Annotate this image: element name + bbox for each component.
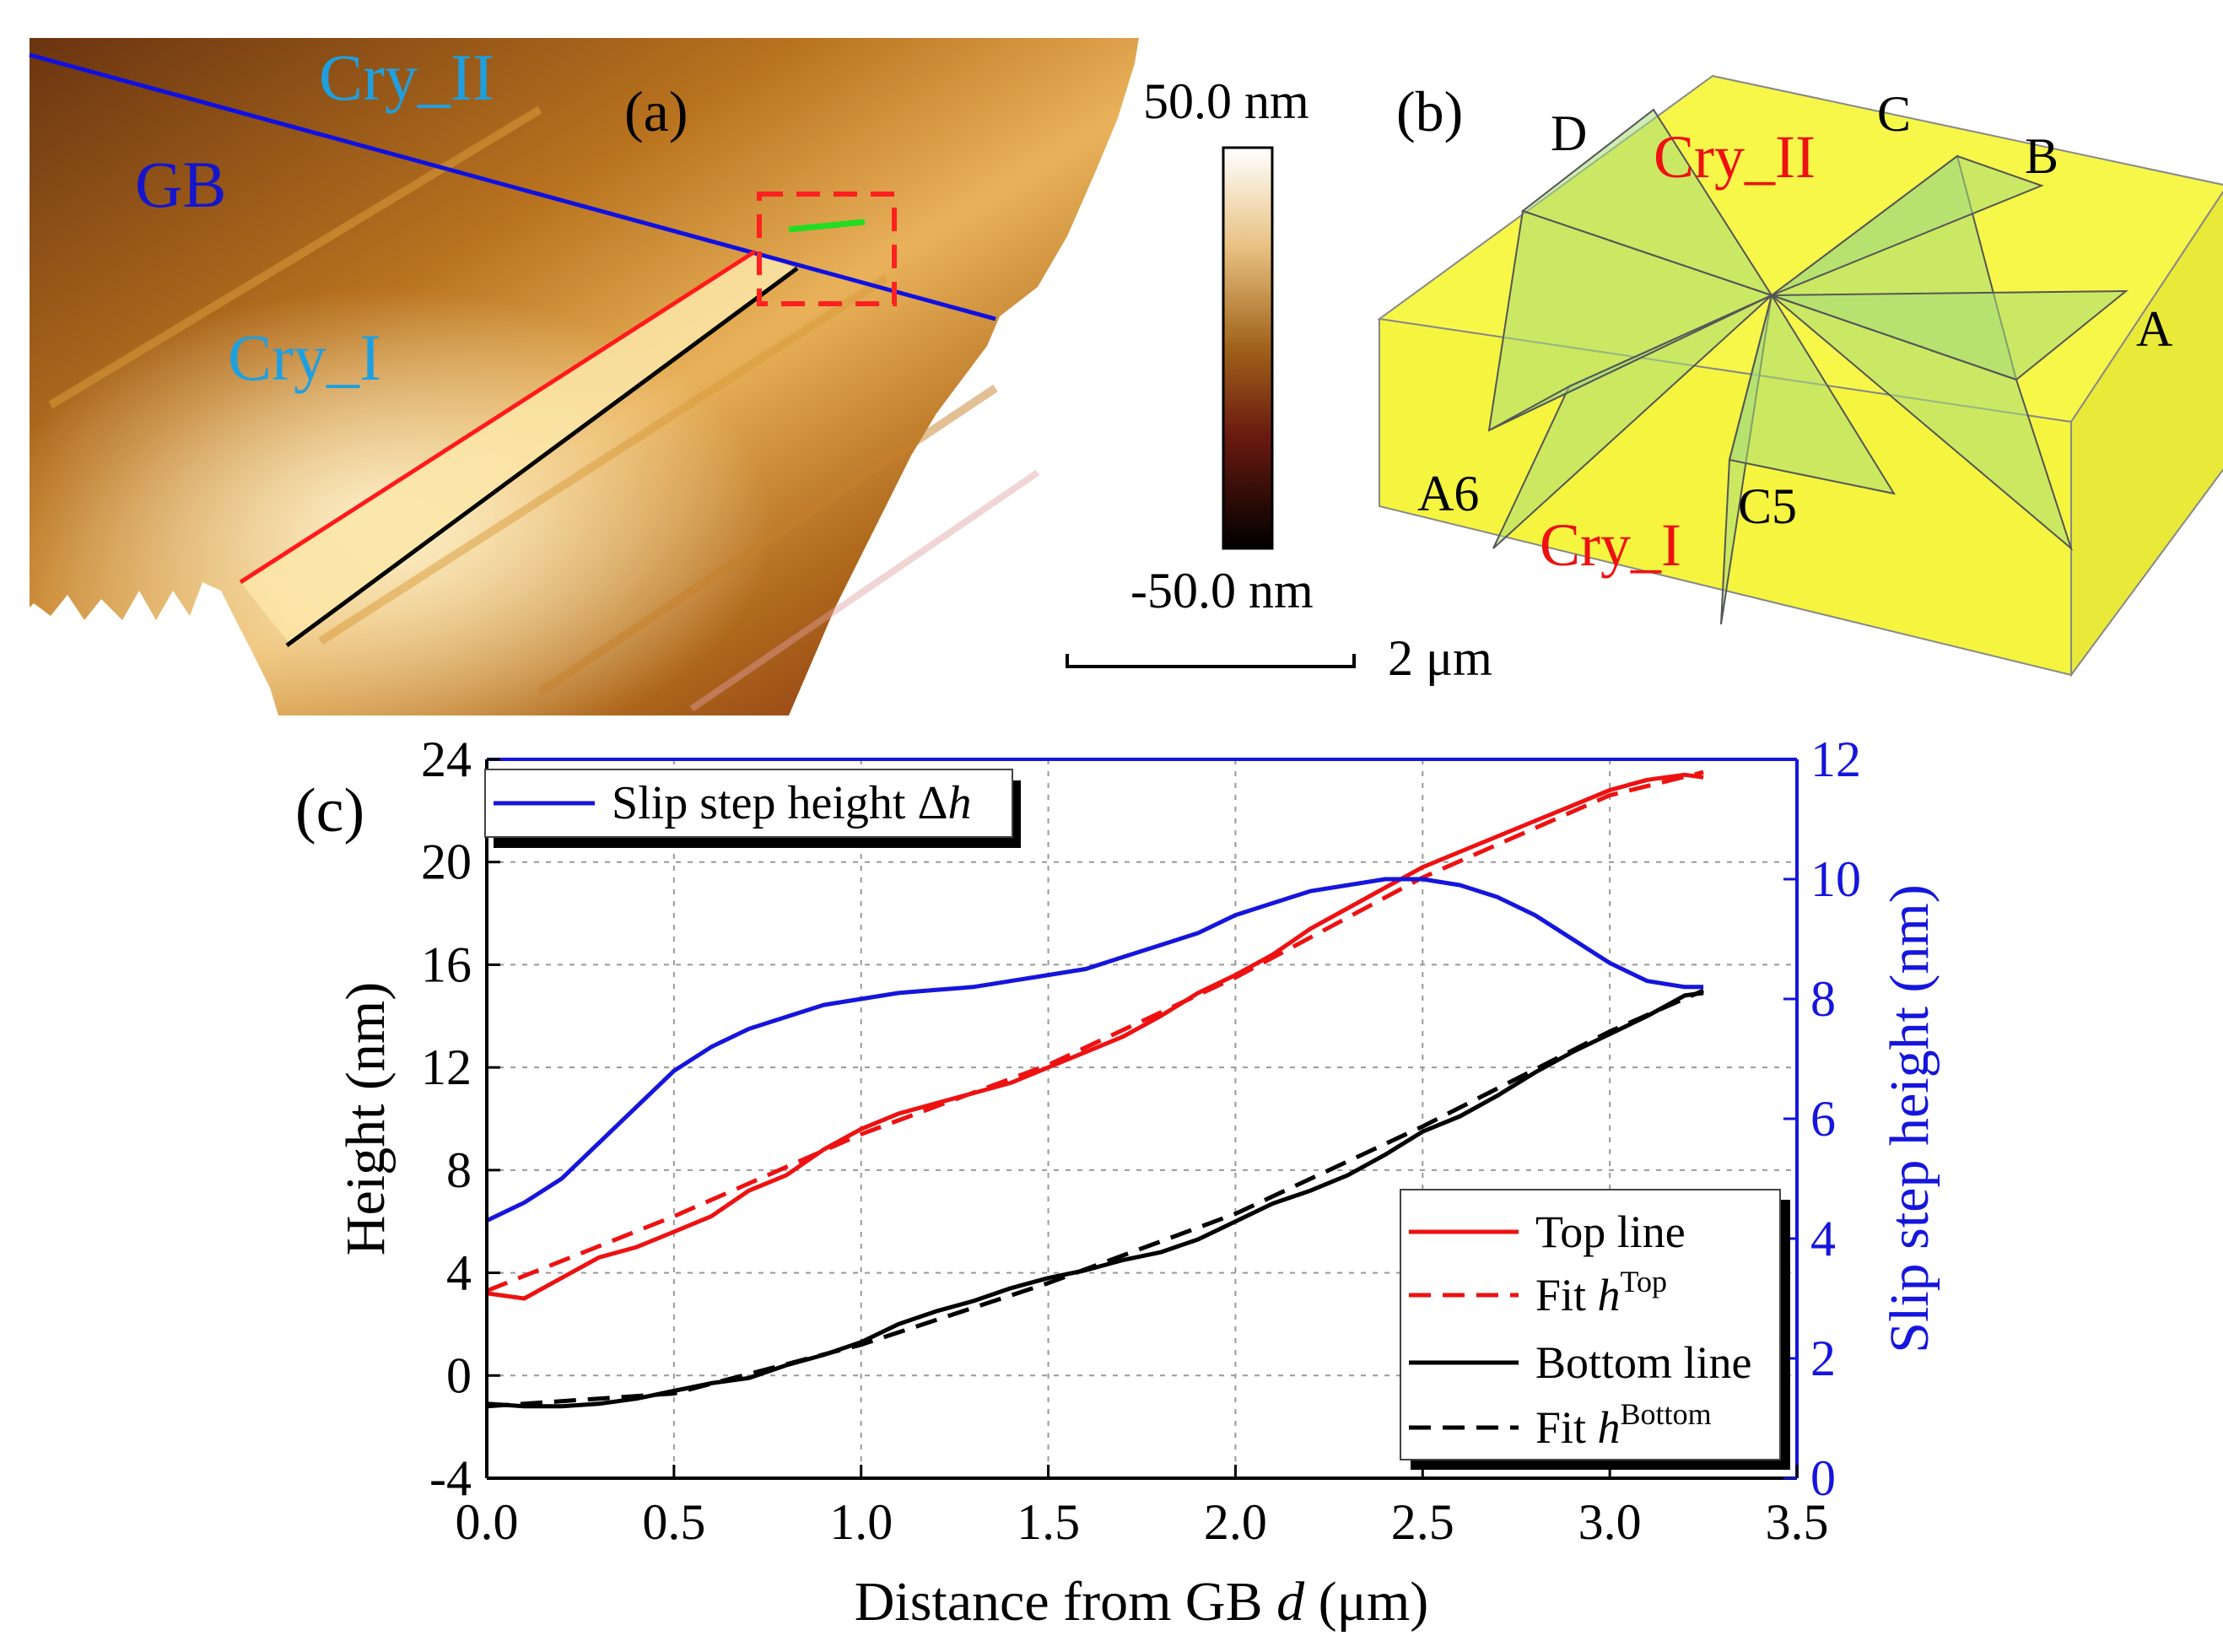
colorbar bbox=[1222, 146, 1274, 550]
panel-b: (b) D Cry_II C B A A6 Cry_I C5 bbox=[1377, 74, 2223, 678]
legend-step-label: Slip step height Δh bbox=[612, 777, 971, 829]
y-left-tick-label-4: 12 bbox=[421, 1039, 472, 1095]
x-tick-label-3: 1.5 bbox=[1017, 1494, 1080, 1550]
slip-trace-2 bbox=[318, 274, 888, 645]
label-cry-i-b: Cry_I bbox=[1540, 511, 1681, 579]
slip-trace-3 bbox=[537, 384, 998, 696]
top-line bbox=[239, 249, 757, 585]
legend-bottom-label: Bottom line bbox=[1535, 1337, 1752, 1388]
x-tick-label-5: 2.5 bbox=[1391, 1494, 1454, 1550]
legend-lines: Top line Fit hTop Bottom line Fit hBotto… bbox=[1400, 1189, 1790, 1470]
scale-bar bbox=[1066, 654, 1356, 668]
y-left-tick-label-3: 8 bbox=[446, 1142, 472, 1198]
scale-bar-label: 2 μm bbox=[1388, 630, 1492, 686]
y-left-tick-label-2: 4 bbox=[446, 1245, 472, 1301]
panel-a-label: (a) bbox=[624, 79, 688, 143]
y-left-tick-label-7: 24 bbox=[421, 732, 472, 787]
plot-series bbox=[487, 769, 1705, 1409]
y-left-tick-label-6: 20 bbox=[421, 834, 472, 890]
label-a: A bbox=[2136, 301, 2172, 357]
panel-b-label: (b) bbox=[1396, 79, 1463, 143]
x-tick-label-7: 3.5 bbox=[1766, 1494, 1829, 1550]
slip-step-band bbox=[240, 251, 797, 645]
label-gb: GB bbox=[135, 148, 226, 221]
y-right-tick-label-5: 10 bbox=[1810, 851, 1861, 907]
y-right-tick-label-1: 2 bbox=[1810, 1331, 1836, 1386]
y-right-tick-label-6: 12 bbox=[1810, 732, 1861, 787]
legend-fit-top-label: Fit hTop bbox=[1535, 1265, 1667, 1320]
slip-planes bbox=[1487, 108, 2129, 625]
x-tick-label-4: 2.0 bbox=[1204, 1494, 1267, 1550]
y-left-tick-label-5: 16 bbox=[421, 937, 472, 992]
label-c5: C5 bbox=[1738, 478, 1797, 534]
bottom-line bbox=[285, 266, 799, 648]
series-fit-h-top bbox=[487, 769, 1704, 1293]
x-tick-label-2: 1.0 bbox=[829, 1494, 893, 1550]
slip-trace-4 bbox=[689, 469, 1040, 712]
legend-step: Slip step height Δh bbox=[484, 769, 1021, 848]
series-fit-h-bottom bbox=[487, 988, 1705, 1409]
box-right-face bbox=[2070, 190, 2223, 678]
x-tick-label-6: 3.0 bbox=[1578, 1494, 1642, 1550]
slip-trace-1 bbox=[48, 105, 542, 409]
x-tick-label-1: 0.5 bbox=[642, 1494, 705, 1550]
series-top-line bbox=[487, 772, 1704, 1301]
label-cry-i-a: Cry_I bbox=[228, 321, 381, 394]
y-right-tick-label-4: 8 bbox=[1810, 971, 1836, 1027]
label-c: C bbox=[1877, 86, 1911, 142]
panel-c-label: (c) bbox=[295, 776, 364, 845]
label-d: D bbox=[1551, 105, 1587, 161]
colorbar-max: 50.0 nm bbox=[1143, 73, 1309, 129]
panel-a: (a) Cry_II GB Cry_I 50.0 nm -50.0 nm 2 μ… bbox=[29, 38, 1492, 715]
label-a6: A6 bbox=[1417, 466, 1479, 521]
x-axis-label: Distance from GB d (μm) bbox=[855, 1571, 1429, 1633]
plot-tick-labels: 0.0 0.5 1.0 1.5 2.0 2.5 3.0 3.5-404812162024024… bbox=[421, 732, 1861, 1550]
y-right-tick-label-0: 0 bbox=[1810, 1450, 1836, 1506]
legend-fit-bottom-label: Fit hBottom bbox=[1535, 1397, 1712, 1453]
label-cry-ii-b: Cry_II bbox=[1654, 123, 1816, 191]
series-slip-step-height-h bbox=[487, 877, 1704, 1223]
legend-top-label: Top line bbox=[1535, 1207, 1686, 1257]
y-right-tick-label-3: 6 bbox=[1810, 1091, 1836, 1147]
panel-c: 0.0 0.5 1.0 1.5 2.0 2.5 3.0 3.5-404812162024024… bbox=[295, 732, 1940, 1633]
green-mark bbox=[788, 219, 866, 233]
label-b: B bbox=[2025, 128, 2058, 184]
x-tick-label-0: 0.0 bbox=[456, 1494, 519, 1550]
label-cry-ii-a: Cry_II bbox=[319, 40, 494, 114]
y-right-tick-label-2: 4 bbox=[1810, 1211, 1836, 1266]
colorbar-min: -50.0 nm bbox=[1130, 563, 1314, 618]
y-axis-left-label: Height (nm) bbox=[335, 982, 397, 1255]
y-axis-right-label: Slip step height (nm) bbox=[1879, 884, 1940, 1352]
y-left-tick-label-1: 0 bbox=[446, 1347, 472, 1403]
zoom-box bbox=[757, 192, 897, 306]
gb-line bbox=[29, 52, 996, 321]
y-left-tick-label-0: -4 bbox=[429, 1450, 472, 1506]
